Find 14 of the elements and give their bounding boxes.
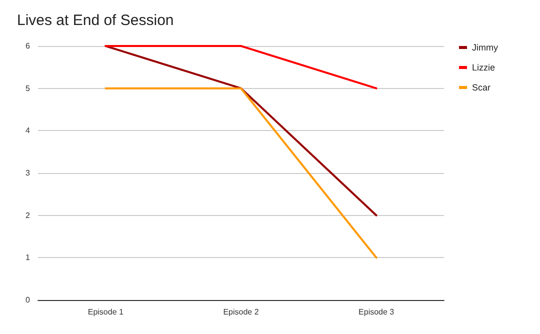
y-tick-label: 2 <box>26 210 31 220</box>
x-tick-label: Episode 2 <box>223 308 260 316</box>
y-tick-label: 5 <box>26 84 31 93</box>
y-tick-label: 4 <box>26 126 31 136</box>
y-tick-label: 0 <box>26 296 31 304</box>
y-tick-label: 1 <box>26 253 31 262</box>
legend-label: Lizzie <box>472 62 496 72</box>
legend-label: Jimmy <box>472 42 498 52</box>
y-tick-label: 6 <box>26 42 31 50</box>
y-tick-label: 3 <box>26 168 31 178</box>
x-tick-label: Episode 3 <box>358 308 395 316</box>
x-tick-label: Episode 1 <box>88 308 124 316</box>
legend-label: Scar <box>472 82 491 92</box>
chart-title: Lives at End of Session <box>17 12 174 29</box>
